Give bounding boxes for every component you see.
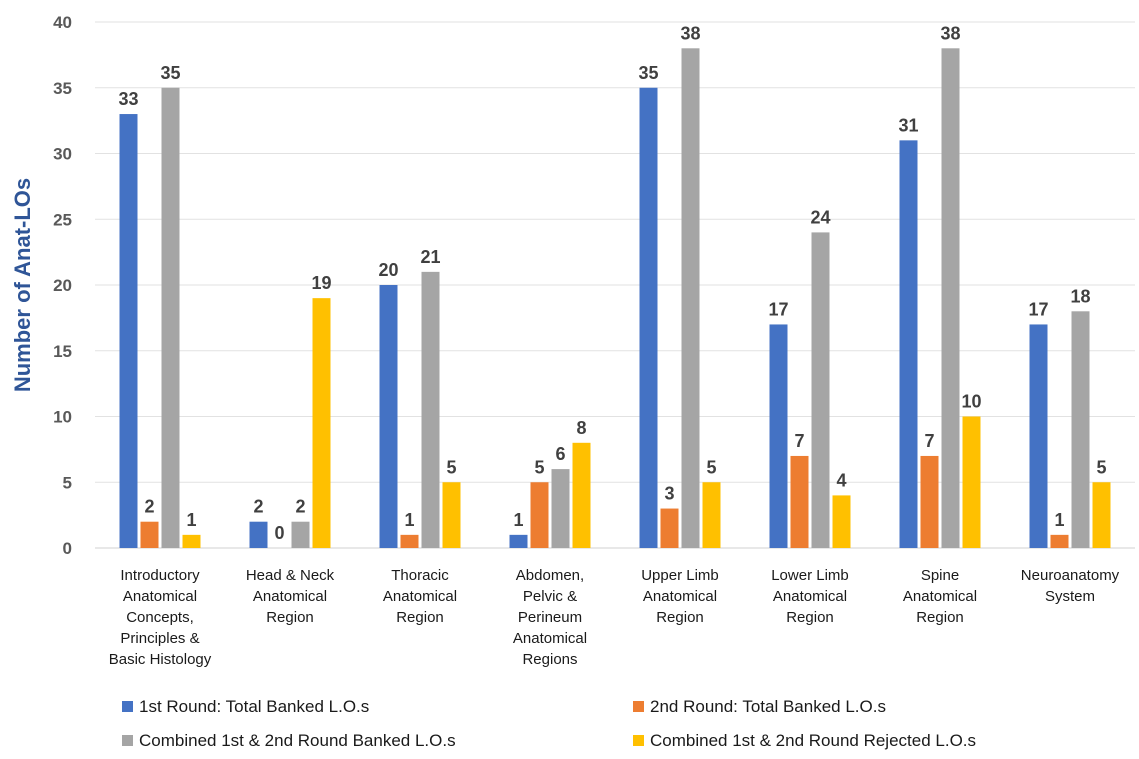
y-tick-label: 30: [53, 145, 72, 164]
data-label: 5: [1096, 457, 1106, 477]
data-label: 17: [768, 299, 788, 319]
data-label: 38: [680, 23, 700, 43]
bar: [769, 324, 788, 548]
data-label: 5: [534, 457, 544, 477]
bar: [312, 298, 331, 548]
data-label: 7: [794, 431, 804, 451]
bar: [421, 271, 440, 548]
legend: 1st Round: Total Banked L.O.s 2nd Round: …: [122, 697, 976, 750]
data-label: 2: [253, 497, 263, 517]
bar: [1029, 324, 1048, 548]
bar: [140, 521, 159, 548]
category-label: Neuroanatomy System: [1021, 567, 1120, 605]
data-label: 35: [160, 63, 180, 83]
y-axis-ticks: 0 5 10 15 20 25 30 35 40: [53, 13, 72, 558]
gridlines: [95, 21, 1135, 549]
data-label: 1: [513, 510, 523, 530]
category-label: Lower Limb Anatomical Region: [771, 567, 849, 626]
bar: [899, 140, 918, 548]
legend-swatch: [122, 701, 133, 712]
data-label: 31: [898, 115, 918, 135]
data-label: 6: [555, 444, 565, 464]
bar: [962, 416, 981, 548]
legend-entry: 1st Round: Total Banked L.O.s: [139, 697, 369, 716]
bar: [941, 48, 960, 549]
data-label: 5: [706, 457, 716, 477]
bar: [400, 534, 419, 548]
bar: [182, 534, 201, 548]
data-label: 1: [404, 510, 414, 530]
data-label: 24: [810, 207, 830, 227]
bar: [442, 482, 461, 548]
data-label: 0: [274, 523, 284, 543]
bar: [790, 455, 809, 548]
legend-swatch: [633, 735, 644, 746]
bar: [681, 48, 700, 549]
data-label: 20: [378, 260, 398, 280]
bar: [702, 482, 721, 548]
bar: [291, 521, 310, 548]
category-label: Thoracic Anatomical Region: [383, 567, 457, 626]
bar: [920, 455, 939, 548]
category-label: Head & Neck Anatomical Region: [246, 567, 335, 626]
data-label: 7: [924, 431, 934, 451]
data-label: 38: [940, 23, 960, 43]
data-label: 18: [1070, 286, 1090, 306]
y-tick-label: 0: [63, 539, 72, 558]
data-label: 2: [295, 497, 305, 517]
data-label: 2: [144, 497, 154, 517]
bar: [509, 534, 528, 548]
data-labels: 3323512021920121515683533851772443173810…: [118, 23, 1106, 543]
data-label: 33: [118, 89, 138, 109]
y-tick-label: 40: [53, 13, 72, 32]
data-label: 5: [446, 457, 456, 477]
category-label: Upper Limb Anatomical Region: [641, 567, 719, 626]
y-axis-label: Number of Anat-LOs: [10, 178, 35, 392]
data-label: 21: [420, 247, 440, 267]
bar: [1092, 482, 1111, 548]
category-label: Introductory Anatomical Concepts, Principle…: [109, 567, 212, 668]
data-label: 17: [1028, 299, 1048, 319]
bar: [119, 114, 138, 549]
y-tick-label: 35: [53, 79, 72, 98]
legend-swatch: [633, 701, 644, 712]
bar: [249, 521, 268, 548]
data-label: 1: [1054, 510, 1064, 530]
legend-entry: Combined 1st & 2nd Round Banked L.O.s: [139, 731, 456, 750]
y-tick-label: 10: [53, 408, 72, 427]
bar: [1071, 311, 1090, 548]
category-label: Spine Anatomical Region: [903, 567, 977, 626]
bar: [1050, 534, 1069, 548]
data-label: 19: [311, 273, 331, 293]
y-tick-label: 15: [53, 342, 72, 361]
data-label: 4: [836, 470, 846, 490]
bar: [379, 285, 398, 548]
bar: [551, 469, 570, 548]
legend-entry: 2nd Round: Total Banked L.O.s: [650, 697, 886, 716]
data-label: 3: [664, 484, 674, 504]
data-label: 35: [638, 63, 658, 83]
bar: [811, 232, 830, 548]
category-label: Abdomen, Pelvic & Perineum Anatomical Region…: [513, 567, 587, 668]
category-labels: Introductory Anatomical Concepts, Principle…: [109, 567, 1120, 668]
y-tick-label: 20: [53, 276, 72, 295]
bar: [572, 442, 591, 548]
bar: [832, 495, 851, 548]
data-label: 1: [186, 510, 196, 530]
y-tick-label: 5: [63, 473, 72, 492]
legend-entry: Combined 1st & 2nd Round Rejected L.O.s: [650, 731, 976, 750]
legend-swatch: [122, 735, 133, 746]
bar: [660, 508, 679, 548]
y-tick-label: 25: [53, 210, 72, 229]
data-label: 10: [961, 392, 981, 412]
bar: [639, 87, 658, 548]
bars: [119, 48, 1111, 549]
bar: [530, 482, 549, 548]
data-label: 8: [576, 418, 586, 438]
bar: [161, 87, 180, 548]
